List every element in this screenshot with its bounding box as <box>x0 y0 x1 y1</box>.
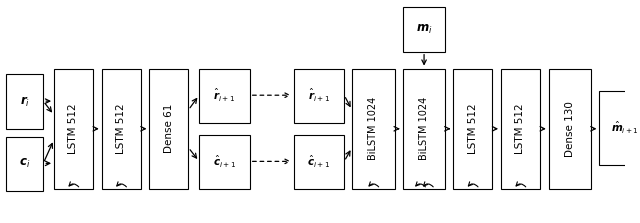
Bar <box>453 68 492 189</box>
Bar <box>548 68 591 189</box>
Text: LSTM 512: LSTM 512 <box>515 103 525 154</box>
Bar <box>6 74 44 129</box>
Text: LSTM 512: LSTM 512 <box>468 103 478 154</box>
Text: Dense 61: Dense 61 <box>164 104 174 153</box>
Bar <box>294 68 344 123</box>
Text: LSTM 512: LSTM 512 <box>68 103 79 154</box>
Text: $\hat{\boldsymbol{r}}_{i+1}$: $\hat{\boldsymbol{r}}_{i+1}$ <box>308 87 330 104</box>
Text: $\hat{\boldsymbol{m}}_{i+1}$: $\hat{\boldsymbol{m}}_{i+1}$ <box>611 120 639 136</box>
Bar <box>199 135 250 189</box>
Bar <box>6 137 44 191</box>
Bar <box>54 68 93 189</box>
Text: $\boldsymbol{r}_i$: $\boldsymbol{r}_i$ <box>20 95 30 109</box>
Text: BiLSTM 1024: BiLSTM 1024 <box>369 97 378 160</box>
Text: LSTM 512: LSTM 512 <box>116 103 126 154</box>
Text: $\boldsymbol{m}_i$: $\boldsymbol{m}_i$ <box>416 23 433 36</box>
Text: $\hat{\boldsymbol{r}}_{i+1}$: $\hat{\boldsymbol{r}}_{i+1}$ <box>213 87 236 104</box>
Bar <box>149 68 188 189</box>
Bar <box>352 68 395 189</box>
Text: $\hat{\boldsymbol{c}}_{i+1}$: $\hat{\boldsymbol{c}}_{i+1}$ <box>213 154 236 170</box>
Bar <box>600 91 640 165</box>
Bar <box>403 7 445 52</box>
Bar <box>102 68 141 189</box>
Bar <box>294 135 344 189</box>
Bar <box>403 68 445 189</box>
Text: Dense 130: Dense 130 <box>564 101 575 157</box>
Bar <box>199 68 250 123</box>
Text: $\hat{\boldsymbol{c}}_{i+1}$: $\hat{\boldsymbol{c}}_{i+1}$ <box>307 154 330 170</box>
Bar <box>501 68 540 189</box>
Text: BiLSTM 1024: BiLSTM 1024 <box>419 97 429 160</box>
Text: $\boldsymbol{c}_i$: $\boldsymbol{c}_i$ <box>19 157 31 170</box>
